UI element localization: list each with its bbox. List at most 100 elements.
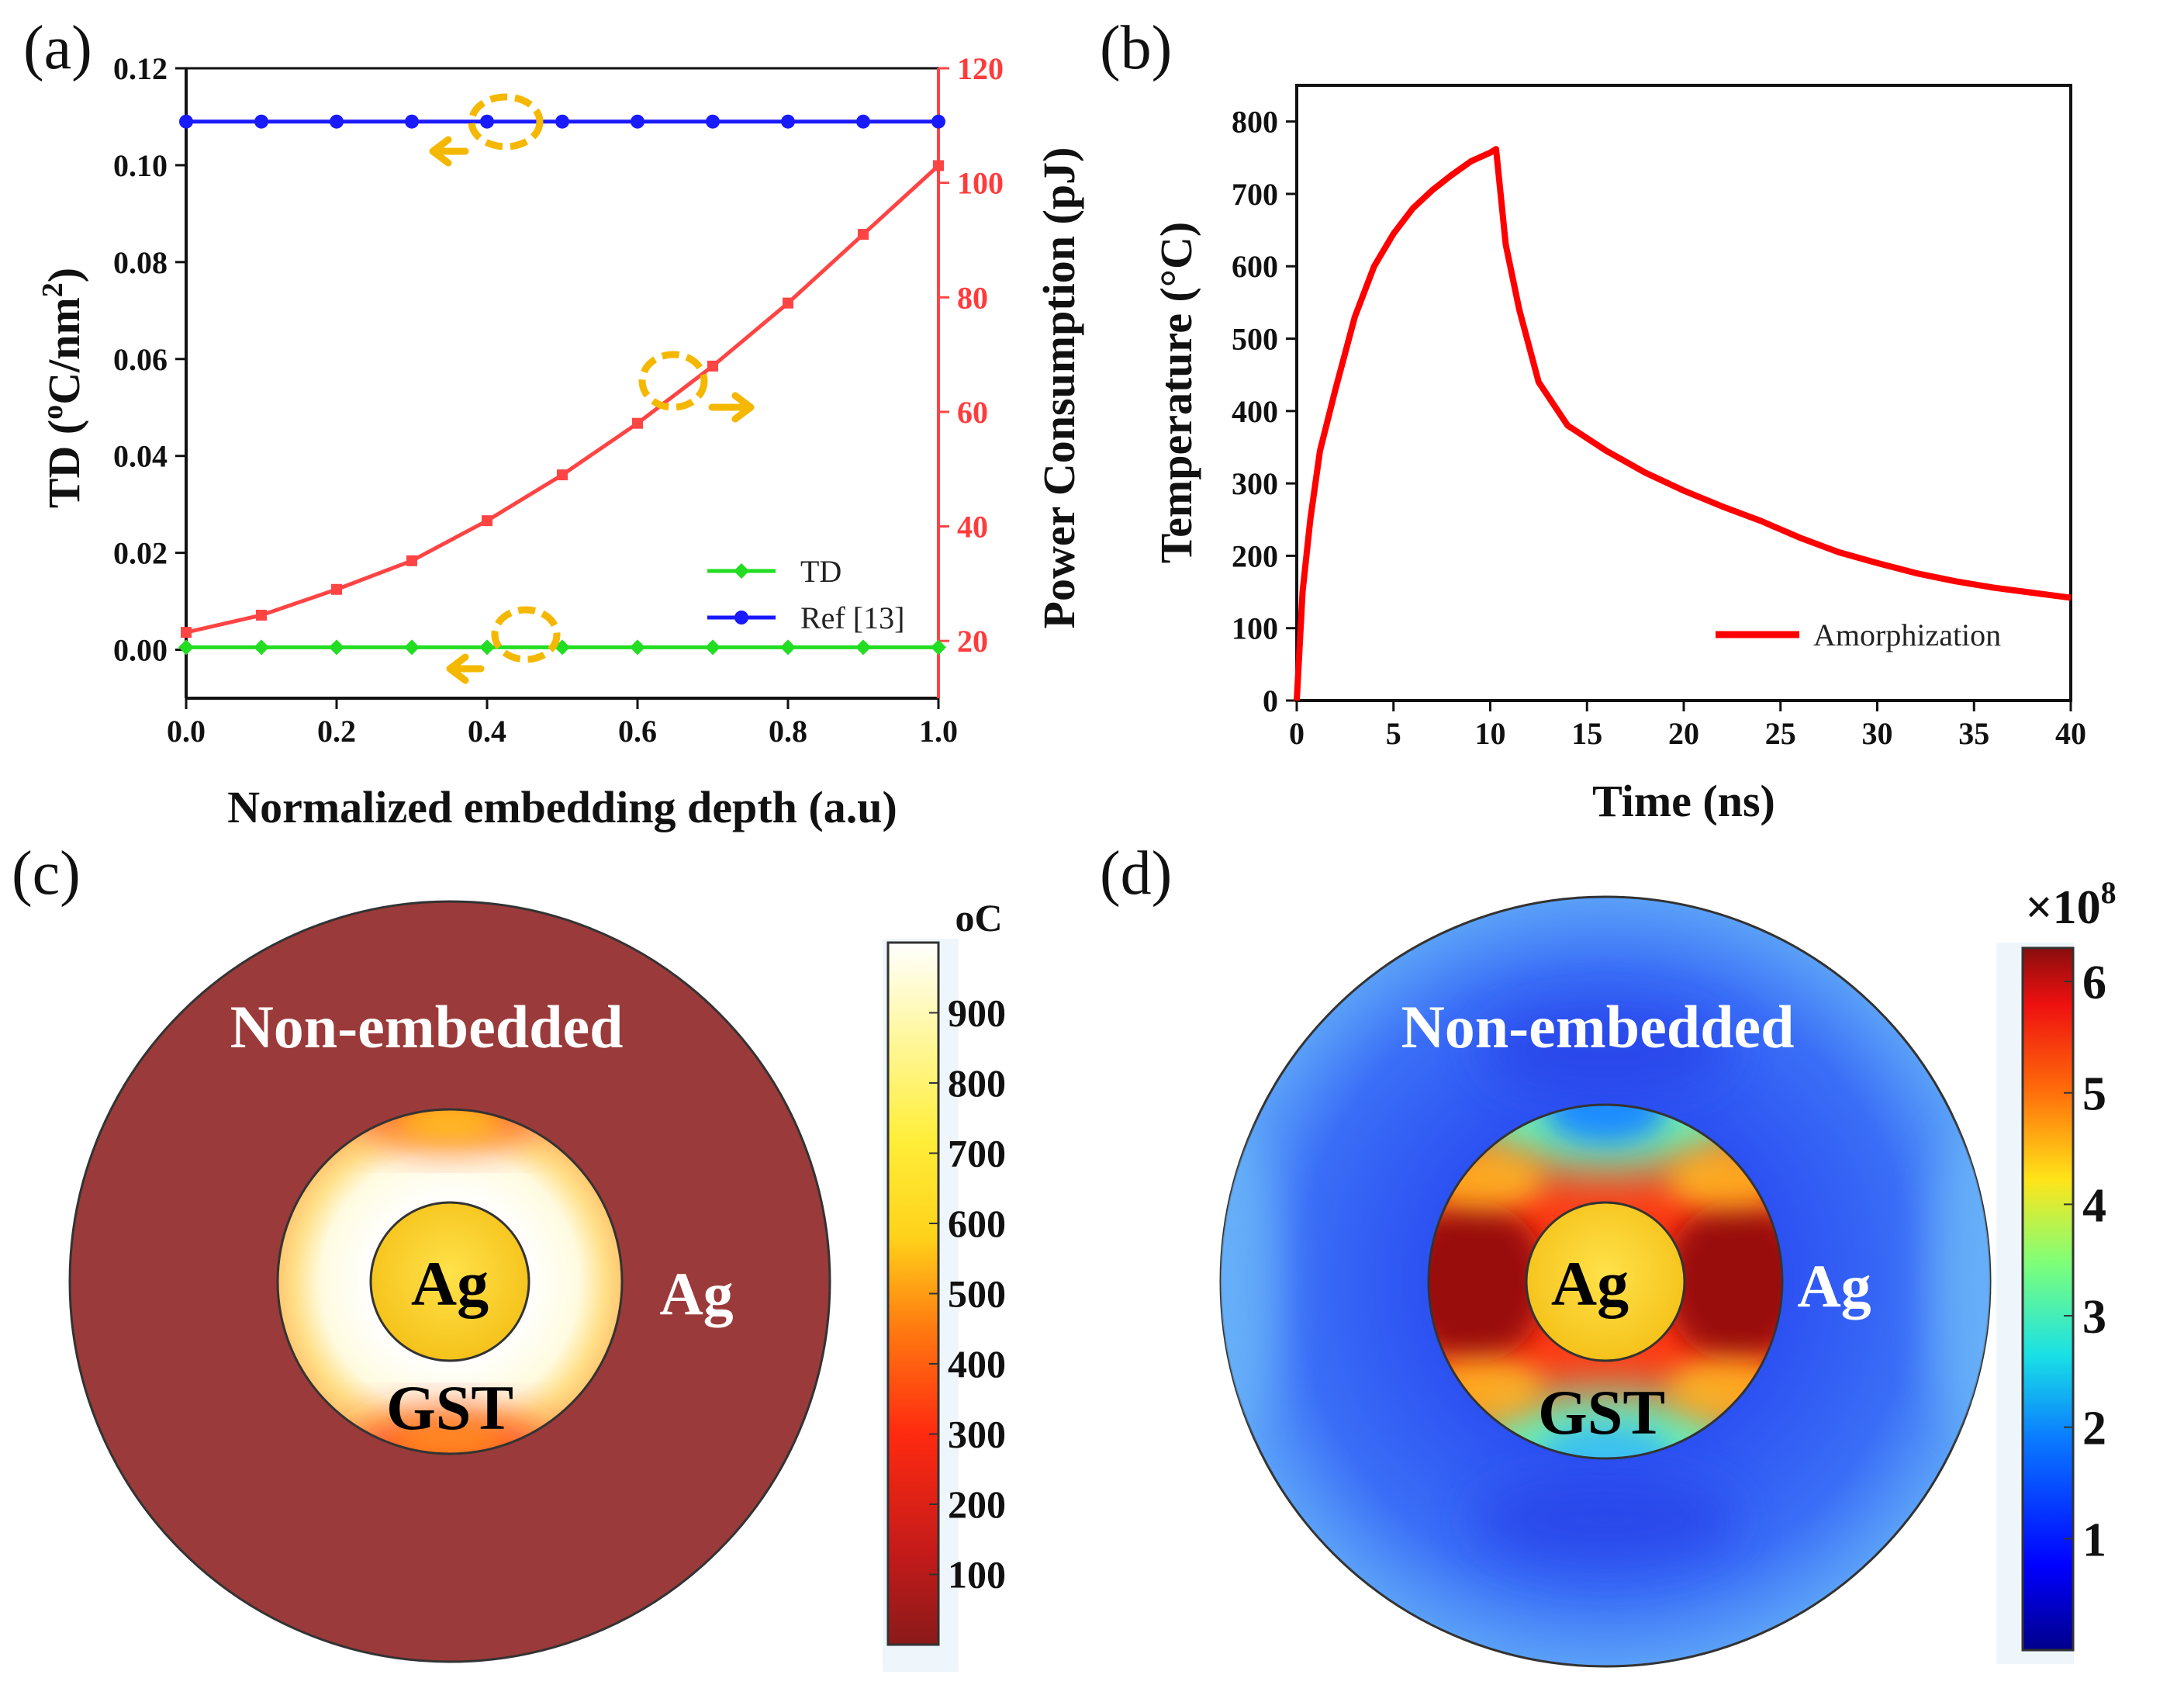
a-ytick-label: 0.08 [113,245,168,280]
b-xtick-label: 30 [1862,716,1893,751]
d-ag-core [1525,1201,1686,1362]
d-colorbar-tick-label: 2 [2082,1403,2106,1455]
a-point-power [783,297,793,309]
c-label-core-ag: Ag [411,1248,489,1319]
d-colorbar-tick-label: 1 [2082,1514,2106,1566]
a-point-power [632,417,643,429]
b-ticks: 0 5 10 15 20 25 30 35 40010020030040050060070080… [1232,105,2086,751]
a-arrow-power-right [638,351,708,411]
a-arrowhead-ref [429,136,469,167]
c-colorbar-tick-label: 600 [948,1202,1006,1245]
b-ylabel: Temperature (°C) [1151,222,1201,563]
a-xtick-label: 0.2 [317,714,356,749]
a-legend-td-marker [734,563,749,579]
d-label-core-ag: Ag [1551,1248,1629,1319]
c-colorbar-tick-label: 700 [948,1132,1006,1175]
c-ag-core [369,1201,530,1362]
a-ylabel-part1: TD ( [39,420,89,508]
a-point-power [331,583,342,595]
a-ylabel-part2: C/nm [39,297,89,405]
b-ytick-label: 100 [1232,611,1278,646]
a-point-power [406,555,417,566]
a-legend-td-label: TD [800,554,841,589]
a-point-ref [555,114,569,129]
c-label-gst: GST [386,1372,513,1443]
c-colorbar-tick-label: 800 [948,1061,1006,1105]
a-ylabel-sup2: 2 [36,282,69,297]
a-point-td [329,639,344,656]
a-point-td [705,639,721,656]
b-ytick-label: 500 [1232,322,1278,357]
a-point-td [931,639,946,656]
b-xtick-label: 0 [1289,716,1305,751]
a-xlabel: Normalized embedding depth (a.u) [227,782,897,832]
b-ytick-label: 400 [1232,394,1278,429]
d-colorbar [2021,946,2075,1652]
a-point-td [254,639,269,656]
d-colorbar-tick-label: 5 [2082,1068,2106,1121]
d-colorbar-unit: ×108 [2025,875,2116,934]
b-series [1294,146,2072,701]
a-point-ref [631,114,644,129]
a-y2tick-label: 40 [957,510,988,545]
a-point-power [933,160,944,171]
b-series-line-amorphization [1294,146,2072,701]
d-label-non-embedded: Non-embedded [1401,993,1794,1060]
b-xtick-label: 20 [1668,716,1699,751]
d-colorbar-ticks: 1 2 3 4 5 6 [2064,957,2106,1566]
a-point-ref [480,114,494,129]
d-outer-field-shading [1221,1002,1990,1567]
a-point-td [178,639,194,656]
b-ytick-label: 600 [1232,249,1278,284]
a-arrow-td-left [491,606,561,663]
a-legend: TD Ref [13] [707,554,904,635]
a-y2tick-label: 20 [957,624,988,659]
a-point-power [256,609,267,621]
b-xtick-label: 10 [1475,716,1506,751]
a-point-td [855,639,871,656]
a-point-ref [781,114,795,129]
a-ytick-label: 0.10 [113,148,168,183]
a-ylabel: TD (oC/nm2) [36,268,89,508]
b-ytick-label: 200 [1232,538,1278,573]
a-ytick-label: 0.04 [113,439,168,474]
b-xtick-label: 15 [1571,716,1602,751]
b-ytick-label: 800 [1232,105,1278,140]
c-colorbar-tick-label: 300 [948,1413,1006,1456]
a-point-power [482,515,492,527]
a-arrow-ref-left [468,93,544,151]
a-xtick-label: 0.6 [618,714,657,749]
a-ylabel-part3: ) [39,268,89,282]
b-legend: Amorphization [1716,618,2001,652]
d-colorbar-unit-exp: 8 [2101,875,2117,910]
d-label-gst: GST [1538,1377,1665,1448]
a-y2tick-label: 120 [957,51,1004,86]
a-ytick-label: 0.00 [113,633,168,668]
b-xlabel: Time (ns) [1592,776,1775,826]
panel-a-letter: (a) [23,14,92,82]
a-point-ref [179,114,193,129]
a-xtick-label: 0.0 [167,714,206,749]
d-colorbar-unit-base: ×10 [2025,881,2100,934]
a-point-ref [405,114,419,129]
c-label-non-embedded: Non-embedded [230,993,623,1060]
a-y2tick-label: 100 [957,166,1004,201]
b-xtick-label: 40 [2055,716,2086,751]
a-xtick-label: 0.8 [769,714,807,749]
a-point-td [780,639,796,656]
c-colorbar-tick-label: 900 [948,991,1006,1035]
a-point-ref [330,114,344,129]
b-legend-label: Amorphization [1813,618,2001,652]
b-ytick-label: 300 [1232,466,1278,501]
a-legend-ref-marker [734,611,748,625]
a-point-ref [856,114,870,129]
a-point-ref [931,114,945,129]
panel-b-letter: (b) [1100,14,1172,82]
b-xtick-label: 5 [1386,716,1401,751]
panel-c: (c) Non-embedded Ag Ag GST 100 200 300 400 5… [12,839,1006,1672]
d-gst-outline [1427,1103,1784,1460]
d-colorbar-tick-label: 3 [2082,1291,2106,1344]
d-colorbar-tick-label: 6 [2082,957,2106,1009]
c-colorbar-tick-label: 400 [948,1342,1006,1386]
